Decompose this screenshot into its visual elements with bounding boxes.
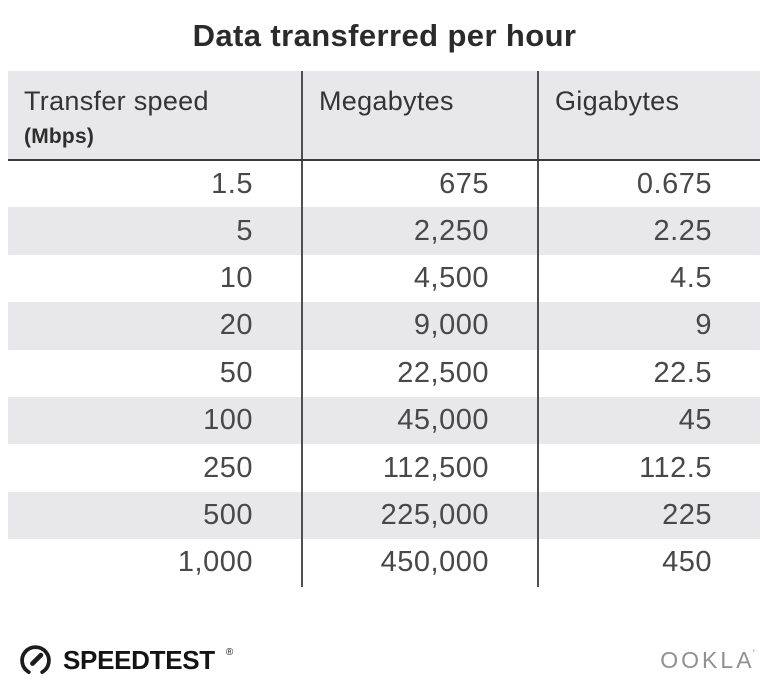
cell-megabytes: 4,500 <box>301 254 538 303</box>
cell-speed: 20 <box>219 309 253 342</box>
table-row: 1.5 675 0.675 <box>8 160 760 208</box>
speedtest-logo: SPEEDTEST ® <box>18 643 233 678</box>
cell-megabytes: 9,000 <box>301 302 538 350</box>
col-header-subtitle: (Mbps) <box>24 125 95 148</box>
col-header-megabytes: Megabytes <box>301 71 538 161</box>
cell-gigabytes: 225 <box>537 491 760 540</box>
table-row: 250 112,500 112.5 <box>8 444 760 492</box>
col-header-gigabytes: Gigabytes <box>537 71 760 161</box>
cell-speed: 1.5 <box>211 167 253 200</box>
ookla-wordmark: OOKLA <box>660 647 755 674</box>
table-row: 5 2,250 2.25 <box>8 207 760 255</box>
page-title: Data transferred per hour <box>192 18 577 53</box>
cell-gigabytes: 112.5 <box>537 444 760 492</box>
footer: SPEEDTEST ® OOKLA’ <box>18 639 755 683</box>
col-header-title: Megabytes <box>319 86 454 116</box>
ookla-logo: OOKLA’ <box>660 647 755 674</box>
trademark-tick-icon: ’ <box>752 648 755 661</box>
cell-megabytes: 225,000 <box>301 491 538 540</box>
cell-megabytes: 450,000 <box>301 539 538 587</box>
table-row: 100 45,000 45 <box>8 396 760 445</box>
cell-gigabytes: 0.675 <box>537 160 760 208</box>
cell-speed: 5 <box>236 214 253 247</box>
cell-megabytes: 675 <box>301 160 538 208</box>
cell-gigabytes: 45 <box>537 396 760 445</box>
cell-gigabytes: 22.5 <box>537 349 760 397</box>
table-row: 500 225,000 225 <box>8 491 760 540</box>
cell-gigabytes: 2.25 <box>537 207 760 255</box>
cell-megabytes: 22,500 <box>301 349 538 397</box>
cell-megabytes: 112,500 <box>301 444 538 492</box>
table-row: 1,000 450,000 450 <box>8 539 760 587</box>
col-header-transfer-speed: Transfer speed (Mbps) <box>8 71 302 161</box>
cell-speed: 250 <box>203 451 253 484</box>
cell-speed: 500 <box>203 498 253 531</box>
speedtest-wordmark: SPEEDTEST <box>63 645 215 676</box>
cell-speed: 50 <box>219 356 253 389</box>
cell-megabytes: 2,250 <box>301 207 538 255</box>
cell-gigabytes: 450 <box>537 539 760 587</box>
col-header-title: Transfer speed <box>24 86 209 116</box>
cell-speed: 1,000 <box>177 546 253 579</box>
table-row: 10 4,500 4.5 <box>8 254 760 303</box>
speedometer-gauge-icon <box>18 643 53 678</box>
table-row: 20 9,000 9 <box>8 302 760 350</box>
cell-megabytes: 45,000 <box>301 396 538 445</box>
cell-gigabytes: 9 <box>537 302 760 350</box>
data-table: Transfer speed (Mbps) Megabytes Gigabyte… <box>8 71 760 587</box>
cell-speed: 10 <box>219 261 253 294</box>
cell-speed: 100 <box>203 404 253 437</box>
col-header-title: Gigabytes <box>555 86 680 116</box>
header-row: Transfer speed (Mbps) Megabytes Gigabyte… <box>8 71 760 161</box>
registered-trademark-icon: ® <box>225 647 234 659</box>
cell-gigabytes: 4.5 <box>537 254 760 303</box>
table-row: 50 22,500 22.5 <box>8 349 760 397</box>
